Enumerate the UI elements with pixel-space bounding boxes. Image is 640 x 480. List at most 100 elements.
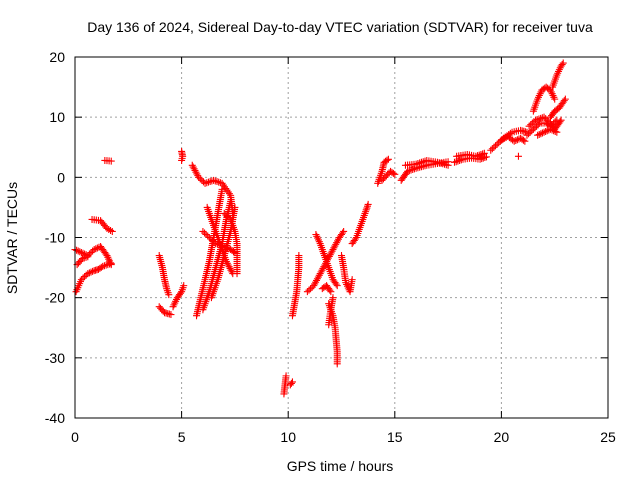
data-point (92, 245, 100, 253)
data-point (340, 227, 348, 235)
data-point (531, 124, 539, 132)
y-axis-label: SDTVAR / TECUs (4, 182, 20, 294)
data-point (303, 288, 311, 296)
data-point (348, 276, 356, 284)
data-point (521, 137, 529, 145)
series-s1 (72, 259, 115, 296)
data-point (87, 249, 95, 257)
data-point (178, 156, 186, 164)
data-point (211, 177, 219, 185)
data-point (512, 136, 520, 144)
data-point (220, 209, 228, 217)
series-s2 (71, 243, 115, 269)
data-point (417, 158, 425, 166)
data-point (510, 137, 518, 145)
data-point (538, 114, 546, 122)
series-s40 (549, 59, 567, 91)
data-point (391, 170, 399, 178)
data-point (444, 161, 452, 169)
data-point (105, 225, 113, 233)
data-point (180, 282, 188, 290)
data-point (327, 288, 335, 296)
data-point (414, 159, 422, 167)
data-point (479, 154, 487, 162)
data-point (201, 179, 209, 187)
y-tick-label: 20 (49, 49, 65, 65)
plot-frame (74, 56, 609, 419)
data-point (202, 230, 210, 238)
data-point (77, 249, 85, 257)
data-point (87, 268, 95, 276)
data-point (84, 253, 92, 261)
data-point (490, 143, 498, 151)
data-point (223, 244, 231, 252)
data-point (199, 227, 207, 235)
data-point (206, 178, 214, 186)
series-s34 (497, 132, 529, 145)
data-point (204, 232, 212, 240)
y-tick-label: -10 (45, 230, 65, 246)
y-tick-label: -40 (45, 410, 65, 426)
data-point (333, 282, 341, 290)
data-point (325, 321, 333, 329)
data-point (412, 160, 420, 168)
data-point (479, 150, 487, 158)
data-point (523, 131, 531, 139)
data-point (535, 130, 543, 138)
data-point (225, 190, 233, 198)
y-tick-label: 0 (57, 169, 65, 185)
data-points (71, 59, 569, 398)
data-point (76, 248, 84, 256)
data-point (528, 127, 536, 135)
data-point (201, 229, 209, 237)
series-s39 (546, 95, 569, 121)
data-point (405, 167, 413, 175)
series-s24 (325, 294, 337, 329)
data-point (560, 97, 568, 105)
data-point (97, 263, 105, 271)
data-point (482, 153, 490, 161)
data-point (514, 152, 522, 160)
data-point (534, 121, 542, 129)
series-s26 (348, 200, 372, 248)
data-point (82, 253, 90, 261)
data-point (103, 224, 111, 232)
data-point (213, 178, 221, 186)
data-point (450, 158, 458, 166)
data-point (198, 176, 206, 184)
data-point (550, 127, 558, 135)
data-point (196, 175, 204, 183)
data-point (100, 262, 108, 270)
data-point (107, 261, 115, 269)
data-point (107, 157, 115, 165)
data-point (557, 116, 565, 124)
data-point (89, 267, 97, 275)
y-tick-label: -30 (45, 350, 65, 366)
data-point (74, 247, 82, 255)
x-tick-label: 0 (71, 429, 79, 445)
x-tick-label: 15 (387, 429, 403, 445)
data-point (551, 95, 559, 103)
data-point (532, 116, 540, 124)
data-point (207, 235, 215, 243)
data-point (474, 152, 482, 160)
data-point (543, 116, 551, 124)
series-s7 (155, 303, 175, 319)
data-point (295, 252, 303, 260)
data-point (488, 145, 496, 153)
data-point (493, 140, 501, 148)
series-s30 (401, 156, 452, 169)
series-s38 (529, 83, 559, 115)
chart-title: Day 136 of 2024, Sidereal Day-to-day VTE… (87, 19, 593, 35)
data-point (537, 130, 545, 138)
data-point (204, 178, 212, 186)
data-point (492, 142, 500, 150)
data-point (519, 136, 527, 144)
data-point (80, 254, 88, 262)
data-point (288, 378, 296, 386)
y-tick-label: -20 (45, 290, 65, 306)
series-s37 (525, 113, 565, 133)
data-point (364, 200, 372, 208)
series-s8 (169, 282, 188, 311)
data-point (85, 269, 93, 277)
